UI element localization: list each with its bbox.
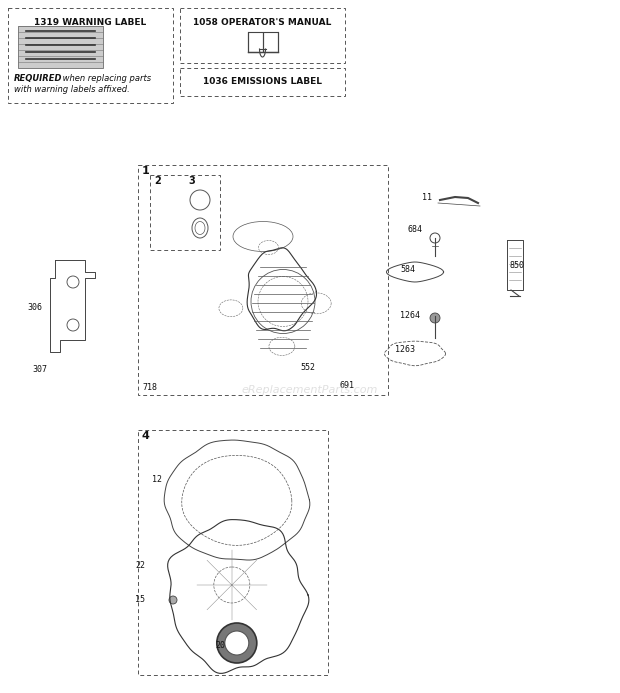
Text: 3: 3: [188, 176, 195, 186]
Text: 15: 15: [135, 595, 145, 604]
Text: 307: 307: [32, 365, 47, 374]
Text: when replacing parts: when replacing parts: [60, 74, 151, 83]
Text: 1: 1: [142, 166, 150, 176]
Text: 1263: 1263: [395, 346, 415, 355]
Text: 684: 684: [408, 225, 423, 234]
Text: 4: 4: [142, 431, 150, 441]
Circle shape: [169, 596, 177, 604]
Text: 22: 22: [135, 561, 145, 570]
Text: 1036 EMISSIONS LABEL: 1036 EMISSIONS LABEL: [203, 78, 322, 87]
Bar: [180, 68, 345, 96]
Bar: [8, 8, 173, 103]
Text: 1264: 1264: [400, 310, 420, 319]
Text: 1319 WARNING LABEL: 1319 WARNING LABEL: [34, 18, 146, 27]
Circle shape: [225, 631, 249, 655]
Text: 1058 OPERATOR'S MANUAL: 1058 OPERATOR'S MANUAL: [193, 18, 332, 27]
Bar: [150, 175, 220, 250]
Bar: [18, 26, 103, 68]
Text: 718: 718: [142, 383, 157, 392]
Text: 2: 2: [154, 176, 161, 186]
Circle shape: [217, 623, 257, 663]
Bar: [138, 430, 328, 675]
Text: eReplacementParts.com: eReplacementParts.com: [242, 385, 378, 395]
Text: 20: 20: [215, 640, 225, 649]
Text: 12: 12: [152, 475, 162, 484]
Text: 552: 552: [300, 364, 315, 373]
Bar: [180, 8, 345, 63]
Text: REQUIRED: REQUIRED: [14, 74, 63, 83]
Text: 306: 306: [27, 303, 42, 311]
Text: with warning labels affixed.: with warning labels affixed.: [14, 85, 130, 94]
Text: 584: 584: [400, 265, 415, 274]
Text: 691: 691: [340, 380, 355, 389]
Bar: [247, 32, 262, 52]
Text: 11: 11: [422, 193, 432, 202]
Circle shape: [430, 313, 440, 323]
Text: 850: 850: [510, 261, 525, 270]
Bar: [262, 32, 278, 52]
Bar: [138, 165, 388, 395]
